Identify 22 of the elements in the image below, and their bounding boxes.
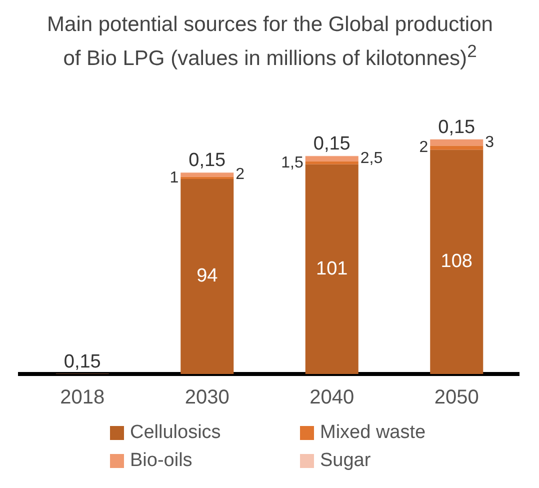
chart-title: Main potential sources for the Global production of Bio LPG (values in millions of kilotonnes)$^{2}$ (46, 12, 494, 72)
data-label: 0,15 (188, 150, 226, 172)
x-tick-label: 2018 (60, 386, 105, 409)
data-label: 101 (316, 258, 348, 280)
x-tick-label: 2050 (434, 386, 479, 409)
data-label: 1,5 (281, 154, 304, 172)
data-label: 1 (170, 169, 179, 186)
x-tick-label: 2030 (184, 386, 230, 409)
data-label: 2,5 (360, 150, 383, 168)
data-label: 0,15 (438, 116, 476, 138)
legend-label: Sugar (320, 450, 371, 472)
data-label: 2 (236, 166, 245, 184)
data-label: 94 (196, 266, 218, 287)
data-label: 0,15 (313, 134, 350, 155)
legend-label: Bio-oils (130, 450, 192, 472)
legend-label: Cellulosics (130, 422, 221, 444)
data-label: 108 (440, 251, 472, 272)
data-label: 2 (419, 139, 428, 156)
data-label: 3 (485, 134, 494, 152)
data-label: 0,15 (64, 351, 101, 372)
x-tick-label: 2040 (310, 386, 354, 409)
legend-label: Mixed waste (320, 422, 426, 444)
